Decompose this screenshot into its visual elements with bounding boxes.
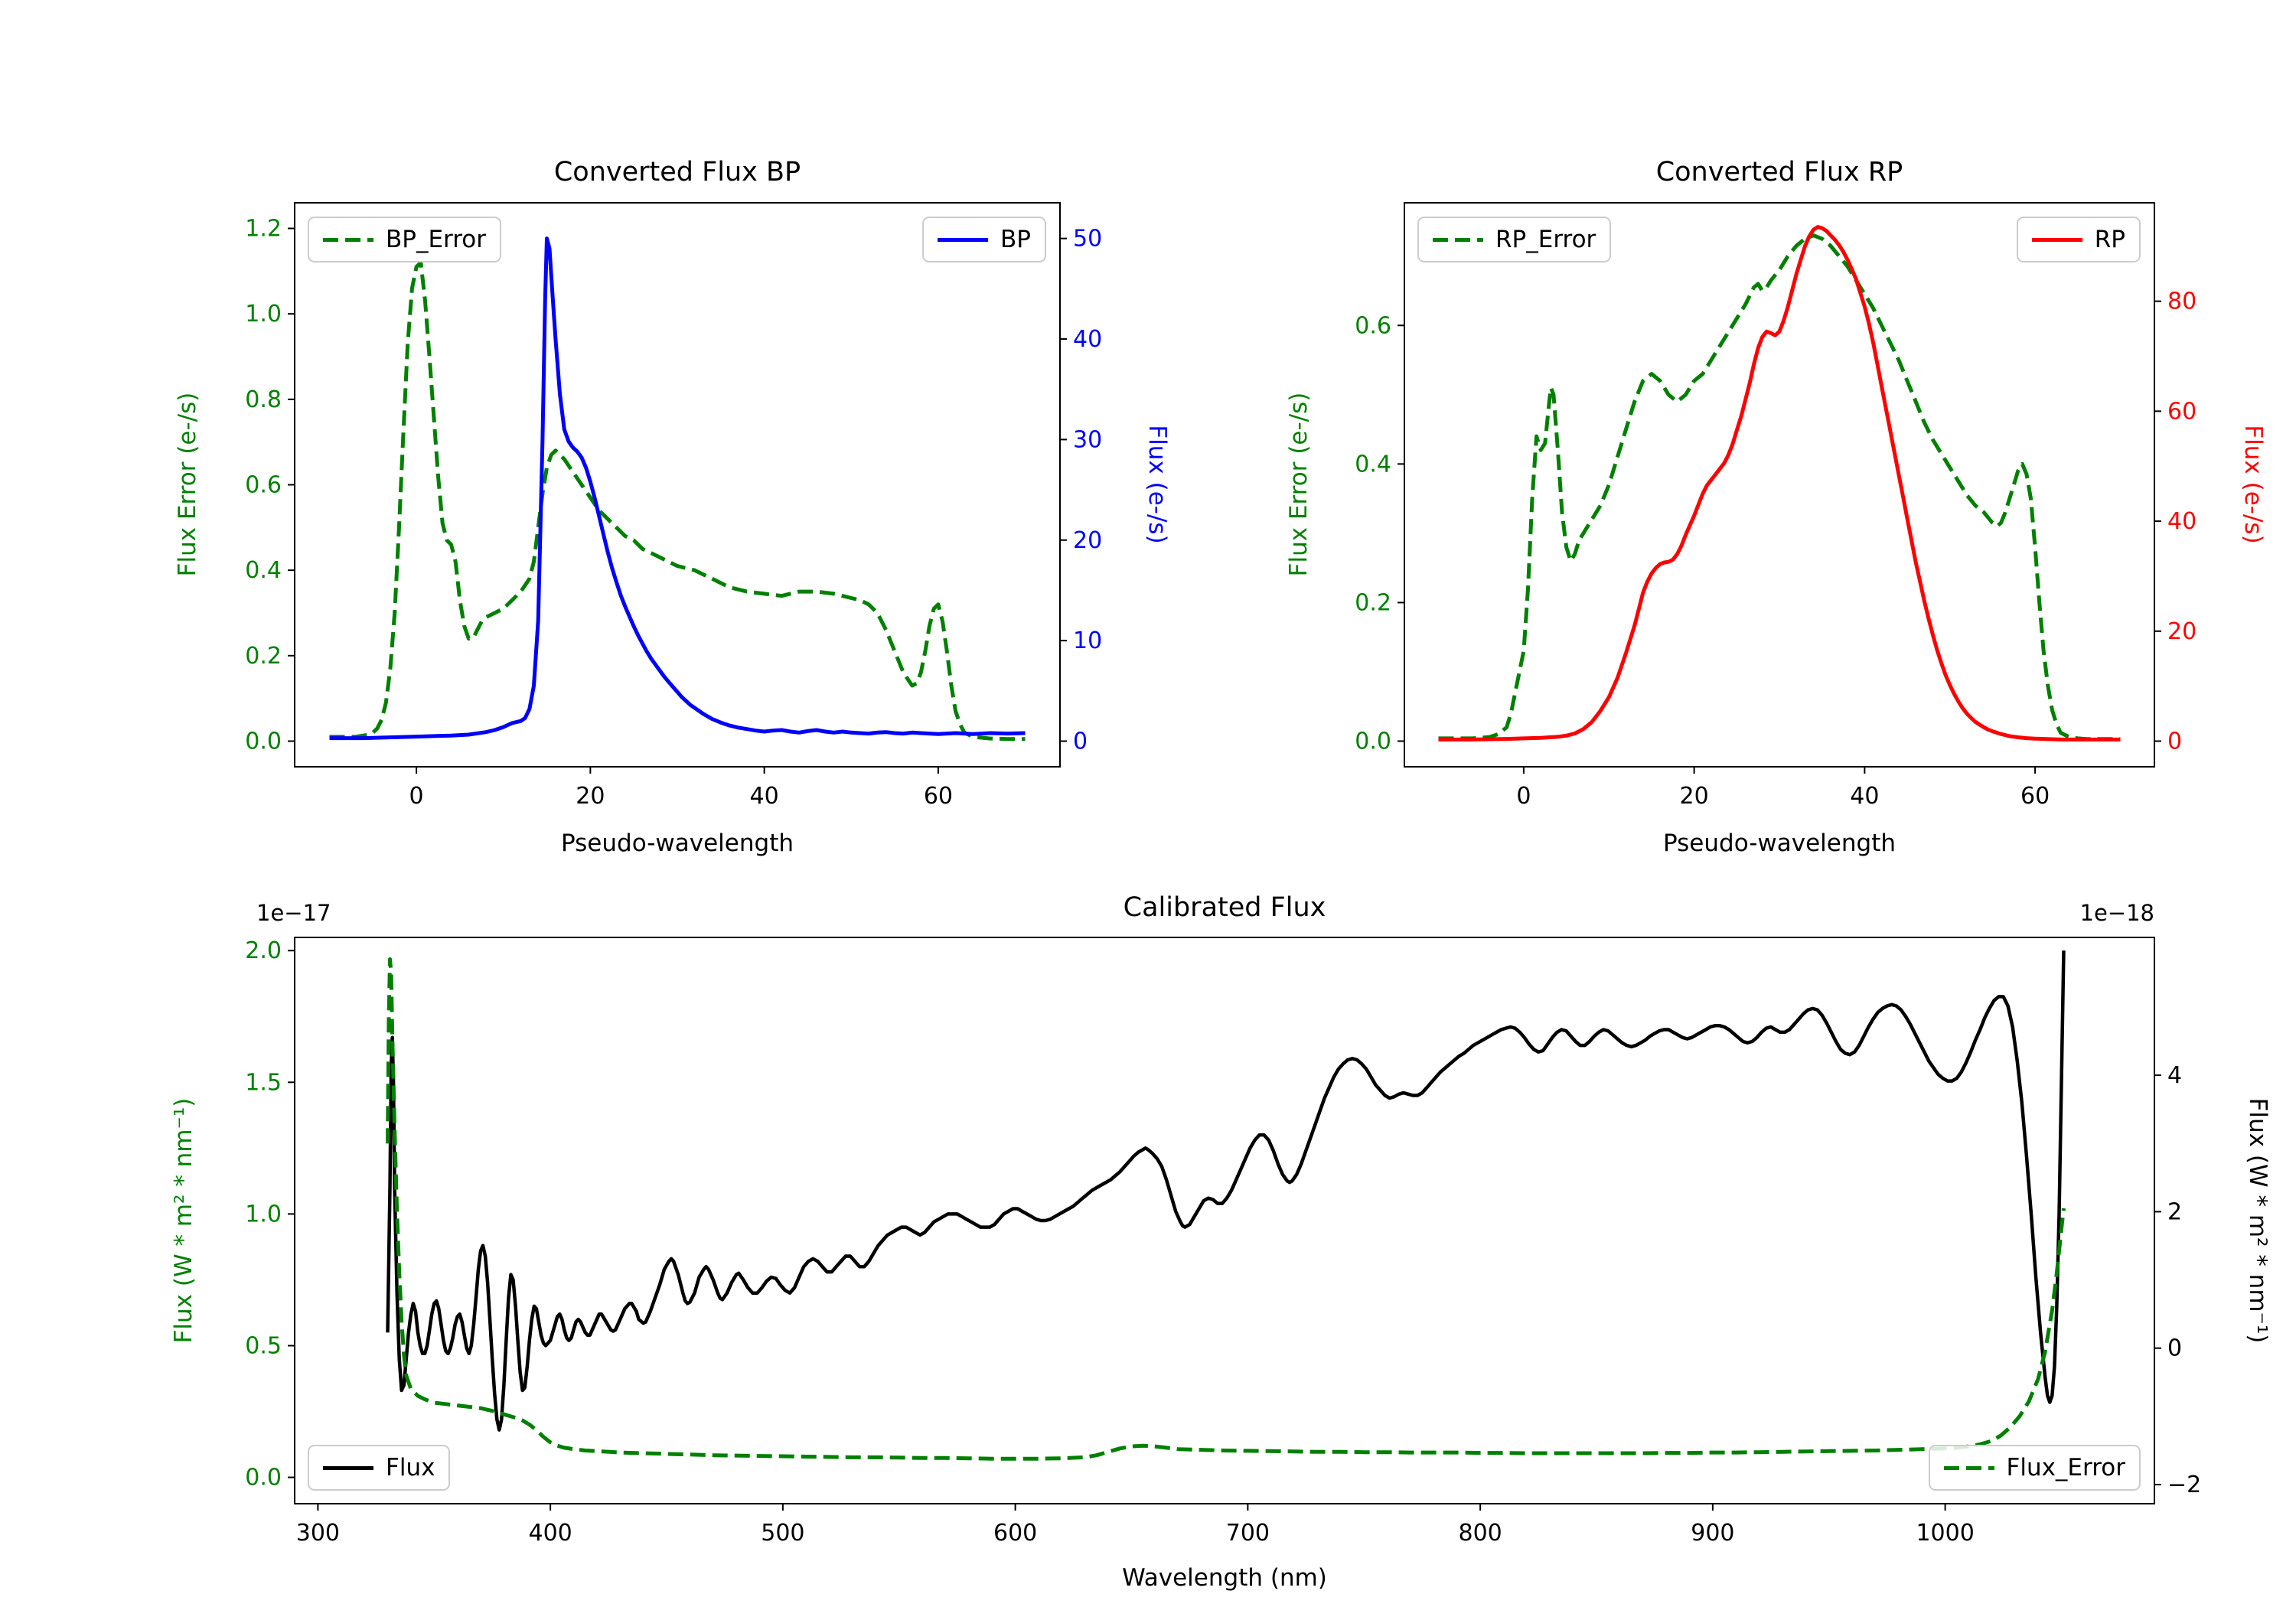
- calibrated-ylabel-right: Flux (W * m² * nm⁻¹): [2244, 1097, 2272, 1344]
- rp-error-line: [1438, 233, 2121, 742]
- cal-x-tick-label: 500: [761, 1520, 804, 1547]
- cal-right-tick-label: 2: [2167, 1198, 2182, 1225]
- rp-legend-line-icon: [2031, 237, 2082, 242]
- left-axis-offset-text: 1e−17: [256, 900, 331, 926]
- bp-plot-area: 0 20 40 60 0.0 0.2 0.4 0.6 0.8 1.0 1.2 0 10 20 30 40 50: [245, 202, 1102, 810]
- bp-left-tick-label: 0.4: [245, 557, 282, 584]
- rp-error-legend-line-icon: [1433, 237, 1483, 242]
- cal-x-tick-label: 400: [528, 1520, 572, 1547]
- flux-legend-line-icon: [323, 1465, 373, 1470]
- flux-error-legend: Flux_Error: [1928, 1445, 2141, 1491]
- bp-x-tick-label: 40: [750, 783, 779, 810]
- bp-legend-line-icon: [938, 237, 989, 242]
- rp-legend: RP: [2016, 217, 2141, 262]
- rp-left-tick-label: 0.0: [1355, 729, 1391, 755]
- rp-right-tick-label: 0: [2167, 729, 2182, 755]
- cal-left-tick-label: 1.0: [245, 1201, 282, 1227]
- bp-ylabel-left: Flux Error (e-/s): [174, 392, 201, 577]
- bp-ylabel-right: Flux (e-/s): [1143, 425, 1171, 544]
- rp-x-tick-label: 20: [1680, 783, 1709, 810]
- bp-x-tick-label: 60: [924, 783, 953, 810]
- calibrated-plot-area: 300 400 500 600 700 800 900 1000 0.0 0.5 1.0 1.5 2.0…: [245, 937, 2201, 1547]
- rp-left-tick-label: 0.6: [1355, 312, 1391, 339]
- rp-error-legend: RP_Error: [1417, 217, 1612, 262]
- right-axis-offset-text: 1e−18: [2079, 900, 2155, 926]
- rp-title: Converted Flux RP: [1655, 157, 1903, 187]
- bp-plot-border: [294, 202, 1061, 768]
- bp-right-tick-label: 40: [1073, 326, 1102, 353]
- rp-plot-border: [1404, 202, 2155, 768]
- bp-error-legend: BP_Error: [308, 217, 502, 262]
- rp-error-legend-label: RP_Error: [1495, 226, 1596, 253]
- cal-x-tick-label: 700: [1226, 1520, 1270, 1547]
- cal-plot-border: [294, 937, 2155, 1504]
- cal-right-tick-label: 4: [2167, 1062, 2182, 1089]
- flux-error-line: [386, 957, 2066, 1461]
- cal-left-tick-label: 2.0: [245, 937, 282, 964]
- rp-right-tick-label: 20: [2167, 618, 2197, 645]
- bp-x-tick-label: 20: [576, 783, 605, 810]
- bp-left-tick-label: 0.2: [245, 643, 282, 670]
- calibrated-xlabel: Wavelength (nm): [1122, 1564, 1327, 1592]
- bp-right-tick-label: 50: [1073, 226, 1102, 253]
- rp-x-tick-label: 60: [2020, 783, 2050, 810]
- bp-right-tick-label: 20: [1073, 527, 1102, 554]
- rp-left-tick-label: 0.2: [1355, 589, 1391, 616]
- bp-x-tick-label: 0: [409, 783, 424, 810]
- rp-plot-area: 0 20 40 60 0.0 0.2 0.4 0.6 0 20 40 60 80: [1355, 202, 2197, 810]
- cal-x-tick-label: 600: [993, 1520, 1037, 1547]
- cal-x-tick-label: 300: [296, 1520, 340, 1547]
- bp-left-tick-label: 0.8: [245, 386, 282, 413]
- rp-xlabel: Pseudo-wavelength: [1662, 830, 1896, 857]
- cal-x-tick-label: 1000: [1916, 1520, 1974, 1547]
- calibrated-title: Calibrated Flux: [1123, 892, 1326, 923]
- bp-line: [329, 236, 1026, 741]
- bp-error-legend-label: BP_Error: [386, 226, 487, 253]
- rp-line: [1438, 225, 2121, 742]
- bp-error-line: [329, 260, 1026, 742]
- rp-right-tick-label: 80: [2167, 288, 2197, 315]
- rp-ylabel-right: Flux (e-/s): [2239, 425, 2267, 544]
- rp-x-tick-label: 40: [1850, 783, 1879, 810]
- flux-line: [386, 950, 2066, 1432]
- bp-left-tick-label: 1.2: [245, 216, 282, 243]
- cal-x-tick-label: 900: [1691, 1520, 1734, 1547]
- bp-left-tick-label: 0.0: [245, 729, 282, 755]
- bp-left-tick-label: 1.0: [245, 301, 282, 328]
- cal-right-tick-label: 0: [2167, 1335, 2182, 1362]
- cal-left-tick-label: 0.0: [245, 1465, 282, 1491]
- bp-left-tick-label: 0.6: [245, 472, 282, 499]
- rp-ylabel-left: Flux Error (e-/s): [1285, 392, 1313, 577]
- flux-legend: Flux: [308, 1445, 451, 1491]
- bp-right-tick-label: 10: [1073, 627, 1102, 654]
- bp-title: Converted Flux BP: [553, 157, 801, 187]
- bp-right-tick-label: 0: [1073, 729, 1088, 755]
- rp-right-tick-label: 40: [2167, 508, 2197, 535]
- calibrated-ylabel-left: Flux (W * m² * nm⁻¹): [170, 1097, 197, 1344]
- bp-legend-label: BP: [1000, 226, 1031, 253]
- bp-right-tick-label: 30: [1073, 426, 1102, 453]
- bp-xlabel: Pseudo-wavelength: [560, 830, 794, 857]
- flux-error-legend-label: Flux_Error: [2006, 1454, 2126, 1482]
- cal-x-tick-label: 800: [1458, 1520, 1502, 1547]
- cal-right-tick-label: −2: [2167, 1472, 2201, 1498]
- flux-error-legend-line-icon: [1943, 1465, 1994, 1470]
- bp-error-legend-line-icon: [323, 237, 373, 242]
- bp-legend: BP: [922, 217, 1046, 262]
- rp-left-tick-label: 0.4: [1355, 451, 1391, 478]
- cal-left-tick-label: 1.5: [245, 1069, 282, 1096]
- flux-legend-label: Flux: [386, 1454, 435, 1482]
- rp-right-tick-label: 60: [2167, 398, 2197, 425]
- rp-x-tick-label: 0: [1516, 783, 1531, 810]
- rp-legend-label: RP: [2094, 226, 2125, 253]
- cal-left-tick-label: 0.5: [245, 1332, 282, 1359]
